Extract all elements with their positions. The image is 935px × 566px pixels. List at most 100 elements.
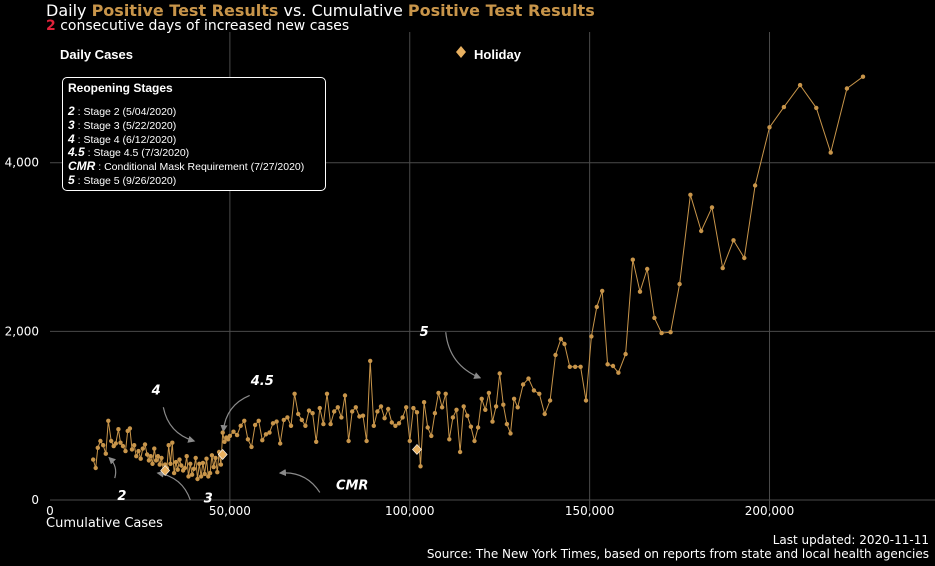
data-point — [211, 464, 216, 470]
data-point — [677, 281, 682, 287]
data-point — [436, 390, 441, 396]
data-point — [170, 440, 175, 445]
data-point — [171, 470, 177, 476]
data-point — [146, 458, 152, 463]
data-point — [781, 104, 787, 110]
data-point — [443, 391, 448, 396]
holiday-markers — [160, 443, 422, 476]
y-tick-label: 0 — [31, 493, 39, 507]
data-point — [324, 391, 330, 396]
data-point — [493, 404, 499, 409]
data-point — [386, 406, 391, 412]
data-point — [709, 205, 715, 210]
annotation-arrow — [156, 470, 191, 501]
data-point — [411, 405, 416, 411]
title-middle: vs. Cumulative — [278, 1, 408, 20]
data-point — [91, 457, 96, 462]
data-point — [553, 352, 558, 358]
data-point — [526, 376, 531, 381]
x-tick-label: 100,000 — [385, 504, 435, 518]
data-point — [136, 448, 141, 454]
data-point — [504, 421, 510, 427]
data-point — [193, 455, 198, 461]
legend-title: Reopening Stages — [68, 81, 173, 95]
data-point — [371, 423, 376, 428]
data-point — [382, 416, 387, 421]
data-point — [109, 438, 114, 444]
data-point — [439, 405, 445, 410]
y-tick-label: 2,000 — [5, 324, 39, 338]
data-point — [182, 465, 188, 471]
data-point — [508, 431, 513, 436]
data-point — [209, 453, 215, 458]
data-point — [249, 444, 254, 450]
data-point — [357, 414, 362, 419]
data-point — [814, 105, 819, 111]
stage-text: : Conditional Mask Requirement (7/27/202… — [95, 161, 305, 174]
data-point — [414, 410, 420, 415]
holiday-marker — [160, 465, 171, 476]
data-point — [303, 423, 308, 428]
data-point — [490, 419, 495, 424]
holiday-marker — [412, 443, 422, 455]
data-point — [132, 443, 137, 448]
data-point — [375, 409, 380, 414]
chart-subtitle: 2 consecutive days of increased new case… — [46, 18, 349, 34]
legend-stage-row: 4 : Stage 4 (6/12/2020) — [68, 132, 320, 147]
data-point — [605, 362, 610, 367]
data-point — [558, 336, 564, 342]
data-point — [659, 330, 664, 336]
data-point — [140, 446, 145, 451]
data-point — [157, 462, 162, 467]
data-point — [222, 439, 227, 444]
title-prefix: Daily — [46, 1, 92, 20]
data-point — [389, 420, 394, 425]
data-point — [797, 82, 803, 88]
series — [91, 74, 866, 482]
x-tick-label: 0 — [46, 504, 54, 518]
data-point — [218, 462, 224, 467]
data-point — [447, 437, 452, 442]
data-point — [567, 364, 572, 369]
data-point — [150, 461, 155, 466]
data-point — [179, 463, 184, 468]
data-point — [429, 433, 434, 439]
subtitle-text: consecutive days of increased new cases — [55, 18, 350, 34]
data-point — [142, 442, 148, 447]
annotation-label: 2 — [117, 489, 126, 504]
data-point — [113, 441, 119, 446]
data-point — [630, 257, 635, 262]
data-point — [425, 425, 430, 430]
legend-stage-row: CMR : Conditional Mask Requirement (7/27… — [68, 160, 320, 174]
holiday-legend: Holiday — [456, 46, 522, 62]
data-point — [260, 438, 265, 443]
annotation-arrow — [278, 468, 321, 493]
data-point — [450, 415, 456, 420]
data-point — [637, 289, 643, 294]
data-point — [162, 462, 168, 467]
data-point — [252, 422, 258, 428]
annotation-label: 4 — [151, 383, 161, 398]
data-point — [752, 183, 758, 188]
data-point — [296, 411, 301, 417]
annotation-label: CMR — [336, 479, 369, 494]
data-point — [153, 458, 159, 463]
data-point — [364, 438, 369, 444]
data-point — [472, 438, 477, 444]
source-note: Source: The New York Times, based on rep… — [426, 547, 929, 561]
data-point — [103, 451, 109, 456]
data-point — [106, 418, 111, 423]
annotation-arrows — [108, 332, 482, 501]
data-point — [314, 439, 319, 444]
data-point — [144, 452, 150, 457]
data-point — [465, 413, 470, 418]
holiday-legend-marker — [456, 46, 466, 58]
data-point — [688, 192, 693, 197]
data-point — [767, 125, 772, 130]
legend-stage-row: 5 : Stage 5 (9/26/2020) — [68, 174, 320, 188]
data-point — [225, 437, 231, 442]
annotation-arrow — [162, 407, 196, 443]
data-point — [531, 388, 537, 393]
consecutive-days-count: 2 — [46, 18, 56, 34]
annotation-arrow — [220, 394, 250, 433]
